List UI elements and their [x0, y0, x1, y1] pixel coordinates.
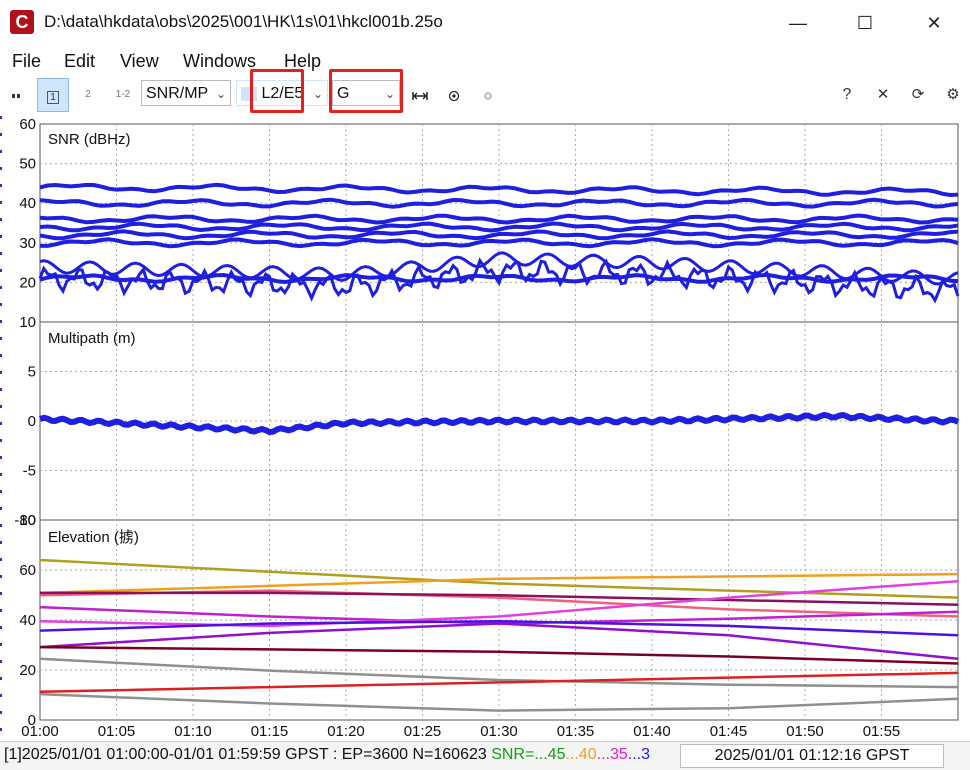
snr-low-band — [38, 257, 960, 304]
x-tick-label: 01:15 — [251, 723, 289, 740]
toolbar: 1 2 1-2 SNR/MP ⌄ L2/E5 ⌄ G ⌄ ? ✕ ⟳ ⚙ — [0, 69, 970, 114]
fit-horizontal-icon[interactable] — [408, 78, 432, 112]
x-tick-label: 01:35 — [557, 723, 595, 740]
snr-legend-entry: SNR=...45 — [491, 746, 566, 763]
menu-bar: File Edit View Windows Help — [0, 46, 970, 74]
minimize-button[interactable]: — — [789, 13, 807, 33]
elevation-track — [39, 579, 959, 628]
y-tick-label: 20 — [19, 662, 36, 679]
x-tick-label: 01:55 — [863, 723, 901, 740]
plot-type-value: SNR/MP — [146, 85, 209, 102]
plot-2-button[interactable]: 2 — [85, 89, 91, 100]
highlight-frequency — [250, 69, 304, 113]
status-info: [1]2025/01/01 01:00:00-01/01 01:59:59 GP… — [4, 746, 650, 764]
y-tick-label: 60 — [19, 116, 36, 133]
frequency-swatch — [241, 86, 257, 101]
snr-legend-entry: ...3 — [627, 746, 650, 763]
satellite-system-select[interactable]: G ⌄ — [332, 80, 400, 106]
track-icon[interactable] — [476, 78, 500, 112]
help-button[interactable]: ? — [842, 86, 852, 103]
menu-edit[interactable]: Edit — [64, 51, 96, 71]
x-tick-label: 01:45 — [710, 723, 748, 740]
snr-legend-entry: ...35 — [596, 746, 628, 763]
snr-band — [39, 197, 959, 209]
plot-area[interactable]: SNR (dBHz) Multipath (m) Elevation (掳) 6… — [0, 116, 970, 741]
window-title: D:\data\hkdata\obs\2025\001\HK\1s\01\hkc… — [44, 12, 443, 31]
chevron-down-icon: ⌄ — [384, 87, 395, 101]
plot-1-label: 1 — [47, 91, 59, 104]
plot-12-button[interactable]: 1-2 — [115, 89, 131, 100]
snr-band — [39, 237, 959, 249]
y-tick-label: 60 — [19, 562, 36, 579]
status-time-range: [1]2025/01/01 01:00:00-01/01 01:59:59 GP… — [4, 746, 492, 763]
x-tick-label: 01:20 — [327, 723, 365, 740]
y-tick-label: -10 — [14, 512, 36, 529]
elevation-track — [39, 572, 959, 595]
elevation-track — [39, 671, 959, 694]
chevron-down-icon: ⌄ — [215, 87, 226, 101]
plot-type-select[interactable]: SNR/MP ⌄ — [141, 80, 231, 106]
elevation-title: Elevation (掳) — [48, 529, 139, 546]
y-tick-label: 10 — [19, 314, 36, 331]
menu-help[interactable]: Help — [284, 51, 322, 71]
snr-band — [39, 272, 959, 284]
highlight-system — [329, 69, 403, 113]
elevation-track — [39, 619, 959, 637]
x-tick-label: 01:40 — [633, 723, 671, 740]
elevation-track — [39, 645, 959, 665]
x-tick-label: 01:10 — [174, 723, 212, 740]
snr-band — [39, 221, 959, 233]
status-bar: [1]2025/01/01 01:00:00-01/01 01:59:59 GP… — [0, 741, 970, 770]
gear-icon[interactable]: ⚙ — [946, 86, 960, 103]
frequency-value: L2/E5 — [261, 85, 304, 102]
plot-canvas: SNR (dBHz) Multipath (m) Elevation (掳) 6… — [0, 116, 970, 741]
elevation-track — [39, 657, 959, 689]
reload-icon[interactable]: ⟳ — [911, 86, 925, 103]
y-tick-label: -5 — [23, 463, 36, 480]
plot-1-button[interactable]: 1 — [37, 78, 69, 112]
elevation-track — [40, 591, 959, 606]
x-tick-label: 01:05 — [98, 723, 136, 740]
app-icon: C — [10, 10, 34, 34]
snr-legend-entry: ...40 — [565, 746, 597, 763]
multipath-band — [39, 411, 960, 436]
snr-low-band — [39, 251, 959, 286]
satellite-system-value: G — [337, 85, 350, 102]
y-tick-label: 50 — [19, 156, 36, 173]
drag-handle-icon[interactable] — [6, 78, 30, 112]
chevron-down-icon: ⌄ — [312, 87, 323, 101]
y-tick-label: 40 — [19, 612, 36, 629]
menu-file[interactable]: File — [12, 51, 42, 71]
title-bar: C D:\data\hkdata\obs\2025\001\HK\1s\01\h… — [0, 0, 970, 46]
multipath-title: Multipath (m) — [48, 330, 136, 347]
y-tick-label: 5 — [28, 364, 36, 381]
elevation-track — [39, 622, 959, 661]
y-tick-label: 30 — [19, 235, 36, 252]
y-tick-label: 0 — [28, 712, 36, 729]
maximize-button[interactable]: ☐ — [856, 13, 874, 33]
y-tick-label: 20 — [19, 274, 36, 291]
menu-view[interactable]: View — [120, 51, 159, 71]
snr-band — [39, 182, 959, 197]
close-plot-icon[interactable]: ✕ — [876, 86, 890, 103]
snr-title: SNR (dBHz) — [48, 131, 131, 148]
y-tick-label: 0 — [28, 413, 36, 430]
close-button[interactable]: ✕ — [926, 13, 942, 33]
x-tick-label: 01:25 — [404, 723, 442, 740]
y-tick-label: 80 — [19, 512, 36, 529]
elevation-track — [39, 692, 959, 712]
x-tick-label: 01:00 — [21, 723, 59, 740]
x-tick-label: 01:30 — [480, 723, 518, 740]
x-tick-label: 01:50 — [786, 723, 824, 740]
snr-band — [39, 213, 959, 225]
y-tick-label: 40 — [19, 195, 36, 212]
status-cursor-time: 2025/01/01 01:12:16 GPST — [680, 744, 944, 768]
menu-windows[interactable]: Windows — [183, 51, 257, 71]
center-icon[interactable] — [442, 78, 466, 112]
snr-band — [39, 229, 959, 241]
